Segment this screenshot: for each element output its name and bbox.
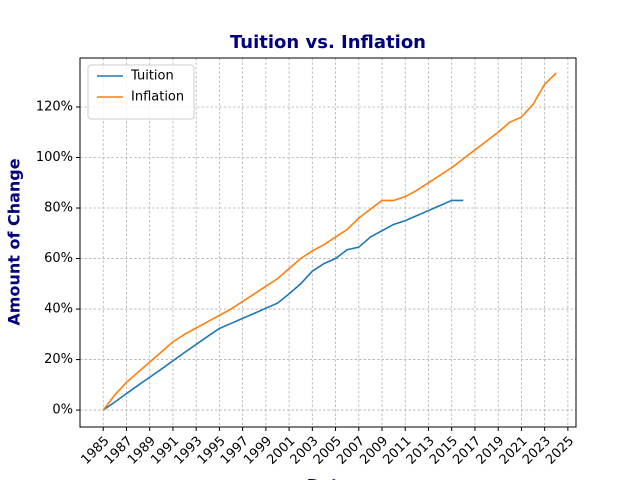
- y-tick-label: 20%: [44, 352, 73, 367]
- y-tick-label: 40%: [44, 302, 73, 317]
- y-tick-label: 60%: [44, 251, 73, 266]
- legend-label: Tuition: [130, 69, 174, 84]
- series-line: [102, 199, 464, 411]
- legend: Tuition Inflation: [87, 64, 195, 120]
- legend-label: Inflation: [131, 90, 184, 105]
- y-tick-label: 100%: [36, 150, 73, 165]
- chart-title: Tuition vs. Inflation: [230, 32, 426, 53]
- plot-frame: [79, 57, 577, 428]
- y-axis-label: Amount of Change: [5, 158, 24, 325]
- y-tick-label: 80%: [44, 201, 73, 216]
- x-axis-label: Date: [307, 476, 350, 480]
- y-tick-label: 120%: [36, 99, 73, 114]
- legend-box: [87, 64, 195, 120]
- series-line: [102, 72, 557, 411]
- y-tick-label: 0%: [52, 403, 73, 418]
